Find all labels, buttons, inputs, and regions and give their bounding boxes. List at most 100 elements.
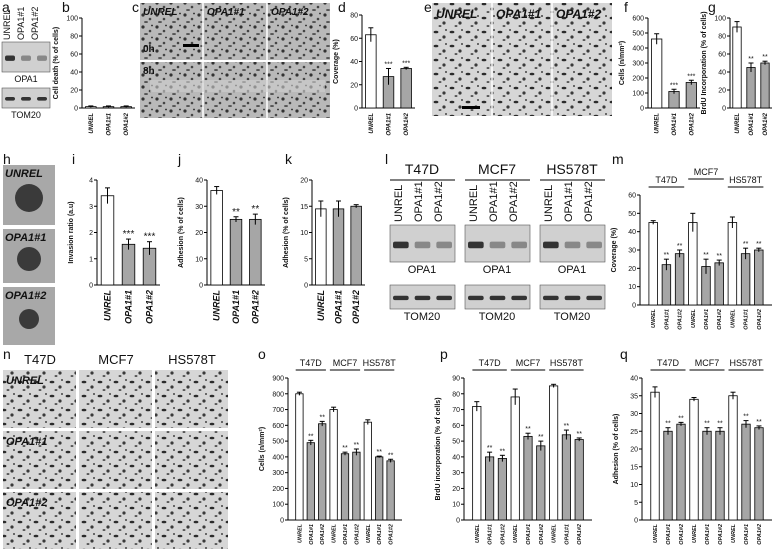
bar bbox=[760, 62, 770, 109]
bar bbox=[651, 38, 663, 109]
y-tick-label: 700 bbox=[272, 407, 284, 414]
blot-band bbox=[586, 295, 602, 301]
column-label: OPA1#1 bbox=[207, 7, 245, 18]
bar bbox=[650, 391, 660, 521]
x-tick-label: OPA1#1 bbox=[704, 309, 710, 330]
y-axis-label: BrdU Incorporation (% of cells) bbox=[701, 11, 708, 114]
y-tick-label: 10 bbox=[452, 502, 460, 509]
spheroid bbox=[17, 247, 41, 271]
panel-letter: g bbox=[708, 0, 716, 15]
cell-line: HS578T bbox=[546, 161, 598, 177]
bar bbox=[688, 222, 698, 306]
significance: ** bbox=[538, 434, 544, 441]
panel-letter: e bbox=[424, 0, 432, 15]
y-tick-label: 80 bbox=[350, 13, 358, 20]
x-tick-label: OPA1#2 bbox=[389, 524, 395, 545]
bar bbox=[363, 421, 372, 521]
y-tick-label: 900 bbox=[272, 376, 284, 383]
y-tick-label: 0 bbox=[456, 518, 460, 525]
significance: *** bbox=[144, 232, 156, 243]
bar bbox=[746, 67, 756, 109]
y-tick-label: 30 bbox=[628, 248, 636, 255]
bar bbox=[536, 445, 546, 521]
scale-bar bbox=[462, 106, 480, 109]
micrograph bbox=[79, 431, 152, 489]
panel-letter: i bbox=[72, 151, 75, 167]
significance: ** bbox=[500, 448, 506, 455]
y-tick-label: 60 bbox=[718, 52, 726, 59]
bar bbox=[121, 243, 136, 286]
x-tick-label: OPA1#1 bbox=[231, 290, 241, 324]
bar bbox=[340, 453, 350, 521]
bar bbox=[472, 405, 482, 521]
bar bbox=[561, 434, 571, 521]
scale-bar bbox=[183, 44, 199, 47]
x-tick-label: UNREL bbox=[651, 308, 657, 328]
significance: *** bbox=[123, 229, 135, 240]
micrograph bbox=[155, 431, 228, 489]
bar bbox=[375, 456, 384, 521]
y-tick-label: 70 bbox=[452, 407, 460, 414]
x-tick-label: UNREL bbox=[513, 523, 519, 543]
x-tick-label: UNREL bbox=[731, 523, 737, 543]
blot-band bbox=[414, 295, 431, 301]
bar bbox=[728, 395, 738, 521]
lane-label: UNREL bbox=[543, 185, 555, 222]
column-label: OPA1#2 bbox=[556, 7, 601, 21]
bar bbox=[229, 218, 243, 286]
panel-letter: n bbox=[3, 346, 11, 362]
y-tick-label: 5 bbox=[304, 256, 308, 263]
y-tick-label: 1 bbox=[89, 256, 93, 263]
x-tick-label: OPA1#1 bbox=[749, 112, 755, 135]
significance: ** bbox=[487, 445, 493, 452]
y-tick-label: 10 bbox=[628, 284, 636, 291]
significance: ** bbox=[308, 433, 314, 440]
y-tick-label: 40 bbox=[452, 454, 460, 461]
row-label: 8h bbox=[143, 66, 155, 77]
y-tick-label: 40 bbox=[628, 229, 636, 236]
significance: ** bbox=[232, 207, 240, 218]
y-tick-label: 60 bbox=[70, 52, 78, 59]
micrograph bbox=[79, 492, 152, 549]
lane-label: UNREL bbox=[393, 185, 405, 222]
blot-band bbox=[5, 97, 15, 101]
blot-band bbox=[489, 241, 506, 249]
band-label: OPA1 bbox=[14, 74, 37, 84]
bar bbox=[663, 430, 673, 521]
blot-band bbox=[489, 295, 506, 301]
significance: ** bbox=[756, 419, 762, 426]
x-tick-label: OPA1#2 bbox=[678, 309, 684, 330]
lane-label: OPA1#1 bbox=[16, 7, 26, 40]
group-label: T47D bbox=[655, 175, 678, 185]
y-tick-label: 100 bbox=[66, 16, 78, 23]
x-tick-label: OPA1#1 bbox=[334, 290, 344, 324]
bar bbox=[386, 460, 395, 521]
lane-label: OPA1#2 bbox=[583, 181, 595, 222]
significance: ** bbox=[354, 442, 360, 449]
x-tick-label: OPA1#2 bbox=[539, 524, 545, 545]
x-tick-label: UNREL bbox=[691, 308, 697, 328]
row-label: UNREL bbox=[5, 168, 43, 180]
x-tick-label: UNREL bbox=[103, 290, 113, 321]
column-label: UNREL bbox=[143, 7, 177, 18]
group-label: HS578T bbox=[729, 175, 763, 185]
band-label: OPA1 bbox=[408, 264, 437, 276]
y-tick-label: 40 bbox=[70, 70, 78, 77]
blot-band bbox=[511, 241, 527, 249]
y-tick-label: 30 bbox=[630, 411, 638, 418]
panel-letter: c bbox=[132, 0, 139, 15]
significance: ** bbox=[665, 421, 671, 428]
significance: ** bbox=[703, 252, 709, 259]
group-label: HS578T bbox=[729, 358, 763, 368]
blot-band bbox=[468, 241, 484, 249]
x-tick-label: OPA1#1 bbox=[107, 112, 113, 135]
bar bbox=[365, 34, 377, 109]
bar bbox=[318, 423, 327, 521]
bar bbox=[306, 442, 315, 521]
blot-band bbox=[543, 241, 559, 249]
row-label: OPA1#2 bbox=[5, 290, 46, 302]
significance: *** bbox=[687, 73, 695, 80]
y-tick-label: 400 bbox=[632, 46, 644, 53]
bar bbox=[249, 218, 262, 286]
blot-band bbox=[21, 97, 31, 101]
